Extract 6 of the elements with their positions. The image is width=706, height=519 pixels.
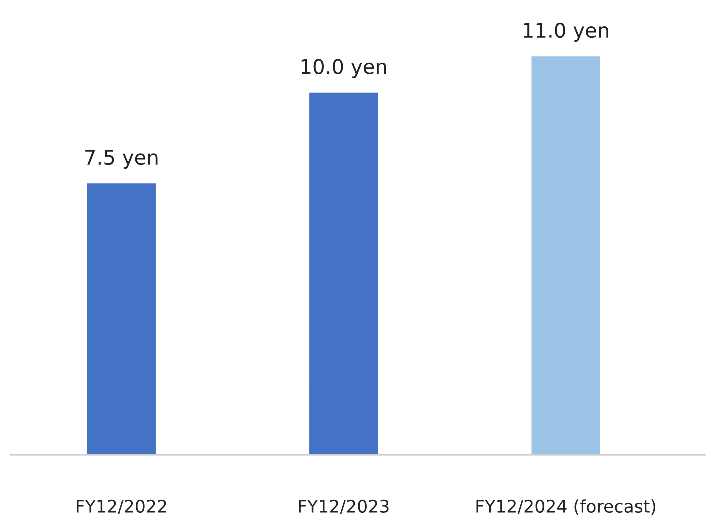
data-label: 7.5 yen [86,150,158,170]
x-tick-label: FY12/2024 (forecast) [476,500,656,516]
data-label: 10.0 yen [302,59,386,78]
x-tick-label: FY12/2023 [299,500,389,514]
x-tick-label: FY12/2022 [77,500,166,514]
data-label: 11.0 yen [524,22,608,42]
